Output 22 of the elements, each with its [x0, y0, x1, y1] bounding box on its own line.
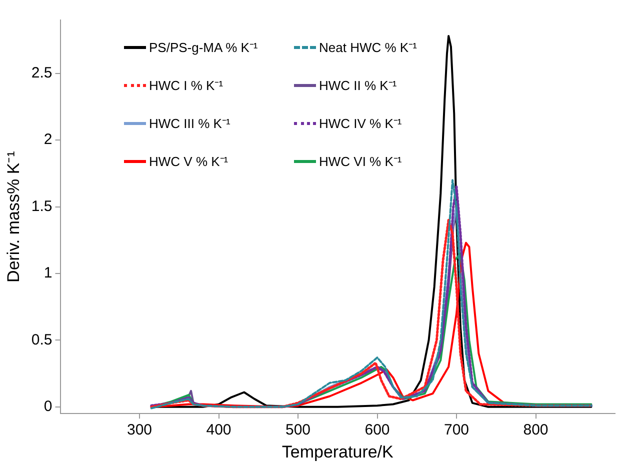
y-tick-label: 1 — [44, 264, 52, 282]
y-tick-label: 1.5 — [31, 198, 52, 215]
legend-label: PS/PS-g-MA % K⁻¹ — [149, 39, 258, 56]
x-tick-label: 600 — [364, 422, 390, 439]
x-tick-label: 300 — [126, 422, 152, 439]
x-tick-label: 700 — [444, 422, 470, 439]
legend-label: HWC III % K⁻¹ — [149, 115, 230, 132]
legend-label: Neat HWC % K⁻¹ — [319, 39, 417, 56]
legend-label: HWC V % K⁻¹ — [149, 153, 228, 170]
x-tick-label: 400 — [206, 422, 232, 439]
x-axis-title: Temperature/K — [282, 442, 394, 462]
legend-label: HWC IV % K⁻¹ — [319, 115, 402, 132]
y-tick-label: 2 — [44, 131, 52, 148]
legend-label: HWC I % K⁻¹ — [149, 77, 224, 94]
legend-label: HWC II % K⁻¹ — [319, 77, 397, 94]
y-tick-label: 0.5 — [31, 331, 52, 348]
y-axis-title: Deriv. mass% K⁻¹ — [4, 150, 23, 282]
x-tick-label: 500 — [285, 422, 311, 439]
y-tick-label: 2.5 — [31, 64, 52, 82]
x-tick-label: 800 — [523, 422, 548, 439]
y-tick-label: 0 — [44, 398, 52, 416]
legend-label: HWC VI % K⁻¹ — [319, 153, 402, 170]
